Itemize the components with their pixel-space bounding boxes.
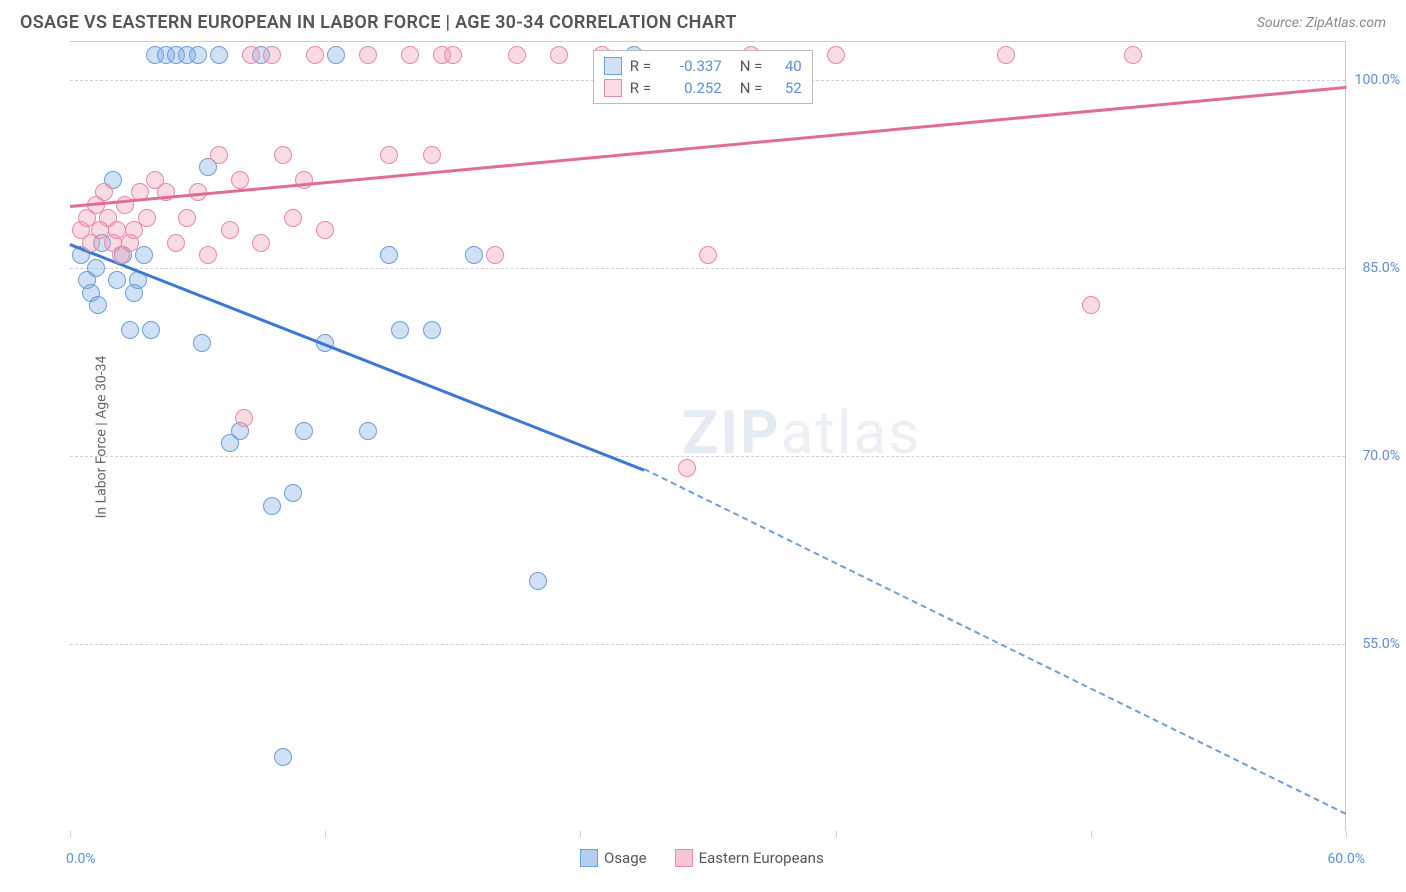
legend-row: R = 0.252 N = 52 <box>604 77 802 99</box>
x-tick <box>325 831 326 837</box>
x-tick <box>836 831 837 837</box>
data-point <box>423 321 441 339</box>
legend-r-value: 0.252 <box>666 79 722 97</box>
x-tick <box>1091 831 1092 837</box>
data-point <box>997 46 1015 64</box>
data-point <box>178 209 196 227</box>
plot-surface: 55.0%70.0%85.0%100.0% <box>70 42 1345 831</box>
legend-swatch <box>675 849 693 867</box>
x-axis-min-label: 0.0% <box>66 851 96 867</box>
data-point <box>210 146 228 164</box>
data-point <box>189 46 207 64</box>
data-point <box>359 422 377 440</box>
x-tick <box>580 831 581 837</box>
data-point <box>306 46 324 64</box>
chart-header: OSAGE VS EASTERN EUROPEAN IN LABOR FORCE… <box>0 0 1406 41</box>
legend-row: R = -0.337 N = 40 <box>604 55 802 77</box>
data-point <box>193 334 211 352</box>
data-point <box>401 46 419 64</box>
y-tick-label: 100.0% <box>1350 72 1400 88</box>
data-point <box>827 46 845 64</box>
legend-n-value: 52 <box>776 79 802 97</box>
data-point <box>529 572 547 590</box>
legend-n-label: N = <box>740 79 768 97</box>
x-tick <box>1346 831 1347 837</box>
legend-n-value: 40 <box>776 57 802 75</box>
legend-r-value: -0.337 <box>666 57 722 75</box>
data-point <box>1082 296 1100 314</box>
series-legend-label: Osage <box>604 849 647 867</box>
legend-swatch <box>604 57 622 75</box>
series-legend-item: Eastern Europeans <box>675 849 824 867</box>
data-point <box>380 146 398 164</box>
data-point <box>89 296 107 314</box>
data-point <box>391 321 409 339</box>
data-point <box>699 246 717 264</box>
data-point <box>221 221 239 239</box>
data-point <box>135 246 153 264</box>
chart-title: OSAGE VS EASTERN EUROPEAN IN LABOR FORCE… <box>20 12 737 33</box>
y-tick-label: 55.0% <box>1350 636 1400 652</box>
data-point <box>242 46 260 64</box>
data-point <box>121 321 139 339</box>
data-point <box>327 46 345 64</box>
data-point <box>252 234 270 252</box>
y-tick-label: 70.0% <box>1350 448 1400 464</box>
chart-plot-area: In Labor Force | Age 30-34 55.0%70.0%85.… <box>70 41 1346 831</box>
data-point <box>359 46 377 64</box>
series-legend-label: Eastern Europeans <box>699 849 824 867</box>
series-legend: Osage Eastern Europeans <box>580 849 824 867</box>
data-point <box>274 146 292 164</box>
data-point <box>210 46 228 64</box>
series-legend-item: Osage <box>580 849 647 867</box>
data-point <box>263 46 281 64</box>
gridline <box>70 268 1345 269</box>
data-point <box>1124 46 1142 64</box>
legend-swatch <box>580 849 598 867</box>
legend-r-label: R = <box>630 79 658 97</box>
data-point <box>550 46 568 64</box>
data-point <box>87 259 105 277</box>
data-point <box>274 748 292 766</box>
x-axis-max-label: 60.0% <box>1327 851 1365 867</box>
data-point <box>231 171 249 189</box>
legend-r-label: R = <box>630 57 658 75</box>
data-point <box>316 221 334 239</box>
data-point <box>108 271 126 289</box>
data-point <box>423 146 441 164</box>
y-tick-label: 85.0% <box>1350 260 1400 276</box>
data-point <box>235 409 253 427</box>
trend-line <box>70 243 645 471</box>
data-point <box>486 246 504 264</box>
data-point <box>678 459 696 477</box>
data-point <box>167 234 185 252</box>
data-point <box>138 209 156 227</box>
data-point <box>295 422 313 440</box>
legend-n-label: N = <box>740 57 768 75</box>
trend-line <box>70 86 1346 208</box>
data-point <box>380 246 398 264</box>
data-point <box>263 497 281 515</box>
x-tick <box>70 831 71 837</box>
data-point <box>465 246 483 264</box>
data-point <box>199 246 217 264</box>
data-point <box>284 209 302 227</box>
data-point <box>444 46 462 64</box>
legend-swatch <box>604 79 622 97</box>
gridline <box>70 644 1345 645</box>
trend-line <box>644 468 1347 815</box>
data-point <box>142 321 160 339</box>
gridline <box>70 456 1345 457</box>
data-point <box>508 46 526 64</box>
source-attribution: Source: ZipAtlas.com <box>1257 15 1386 31</box>
data-point <box>95 183 113 201</box>
correlation-legend: R = -0.337 N = 40 R = 0.252 N = 52 <box>593 50 813 104</box>
data-point <box>284 484 302 502</box>
